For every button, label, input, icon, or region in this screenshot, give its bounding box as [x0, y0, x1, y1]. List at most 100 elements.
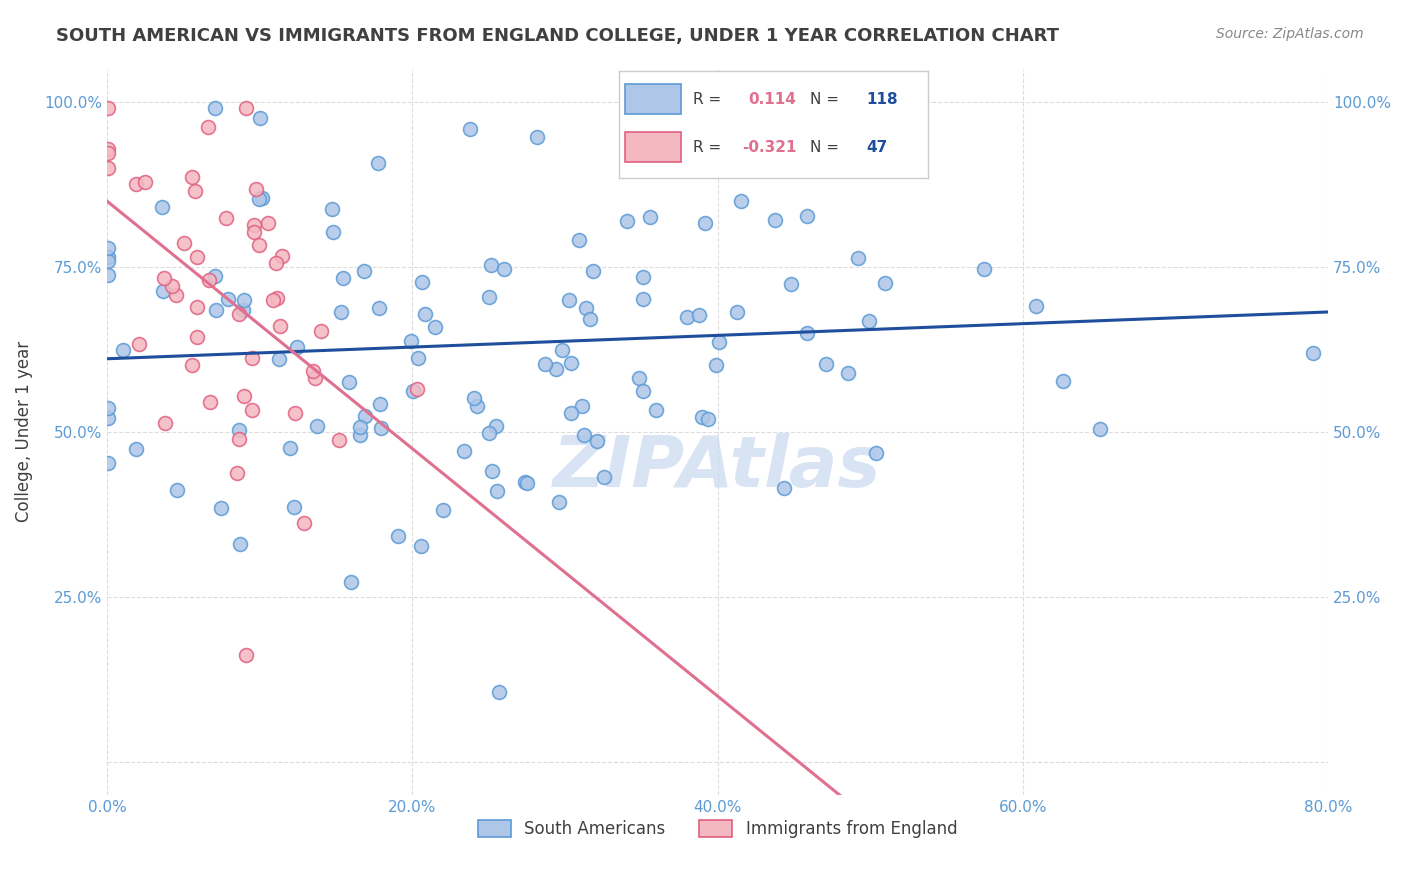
Point [198, 272, 221, 286]
Point [796, 209, 818, 223]
Point [204, 303, 226, 318]
Point [321, 202, 343, 216]
Point [516, 475, 538, 490]
Point [631, 384, 654, 398]
Point [402, 384, 425, 398]
Point [97, 161, 120, 176]
Point [134, 175, 156, 189]
Point [225, 467, 247, 481]
Point [973, 261, 995, 276]
Point [340, 574, 363, 589]
Point [328, 434, 350, 448]
Point [368, 397, 391, 411]
Point [560, 406, 582, 420]
Point [616, 214, 638, 228]
Text: 47: 47 [866, 140, 887, 155]
Point [478, 425, 501, 440]
Point [406, 382, 429, 396]
Point [242, 351, 264, 365]
Point [568, 234, 591, 248]
Point [217, 292, 239, 306]
Point [387, 529, 409, 543]
Text: -0.321: -0.321 [742, 140, 797, 155]
Point [128, 337, 150, 351]
Point [593, 470, 616, 484]
Legend: South Americans, Immigrants from England: South Americans, Immigrants from England [471, 813, 965, 845]
Point [285, 340, 308, 354]
Point [186, 329, 208, 343]
Point [97, 145, 120, 160]
Point [112, 343, 135, 358]
Point [245, 182, 267, 196]
Point [408, 351, 430, 365]
Point [779, 277, 801, 292]
Text: R =: R = [693, 92, 721, 107]
Point [243, 225, 266, 239]
Point [534, 358, 557, 372]
Point [247, 238, 270, 252]
Point [558, 293, 581, 307]
Point [1025, 299, 1047, 313]
Point [730, 194, 752, 208]
Point [311, 324, 333, 338]
Point [865, 446, 887, 460]
Point [307, 419, 329, 434]
Point [97, 411, 120, 425]
Point [304, 371, 326, 385]
Point [481, 465, 503, 479]
Point [575, 301, 598, 315]
Point [349, 420, 371, 434]
Point [215, 211, 238, 225]
Point [229, 537, 252, 551]
Point [228, 433, 250, 447]
Point [411, 275, 433, 289]
Point [1088, 422, 1111, 436]
Point [411, 539, 433, 553]
Point [235, 648, 257, 662]
Point [453, 444, 475, 458]
Point [209, 501, 232, 516]
Point [150, 200, 173, 214]
Bar [624, 132, 681, 162]
Point [262, 293, 284, 308]
Point [690, 409, 713, 424]
Point [332, 271, 354, 285]
Text: R =: R = [693, 140, 721, 155]
Text: 118: 118 [866, 92, 897, 107]
Point [572, 427, 595, 442]
Point [152, 285, 174, 299]
Point [571, 399, 593, 413]
Point [627, 371, 650, 385]
Point [184, 185, 207, 199]
Point [676, 310, 699, 324]
Point [846, 251, 869, 265]
Point [494, 262, 516, 277]
Point [875, 276, 897, 290]
Point [322, 225, 344, 239]
Point [697, 412, 720, 426]
Point [582, 264, 605, 278]
Point [166, 483, 188, 498]
Text: Source: ZipAtlas.com: Source: ZipAtlas.com [1216, 27, 1364, 41]
Point [647, 101, 669, 115]
Point [586, 434, 609, 449]
Point [232, 389, 254, 403]
Point [714, 101, 737, 115]
Point [235, 101, 257, 115]
Point [704, 358, 727, 372]
Point [302, 364, 325, 378]
Point [423, 319, 446, 334]
Point [125, 177, 148, 191]
Point [204, 101, 226, 115]
Point [249, 111, 271, 125]
Point [252, 191, 274, 205]
Point [638, 210, 661, 224]
Point [693, 216, 716, 230]
Point [837, 366, 859, 380]
Point [770, 101, 793, 115]
Point [186, 300, 208, 314]
Point [546, 362, 568, 376]
Point [228, 308, 250, 322]
Text: SOUTH AMERICAN VS IMMIGRANTS FROM ENGLAND COLLEGE, UNDER 1 YEAR CORRELATION CHAR: SOUTH AMERICAN VS IMMIGRANTS FROM ENGLAN… [56, 27, 1059, 45]
Point [256, 216, 278, 230]
